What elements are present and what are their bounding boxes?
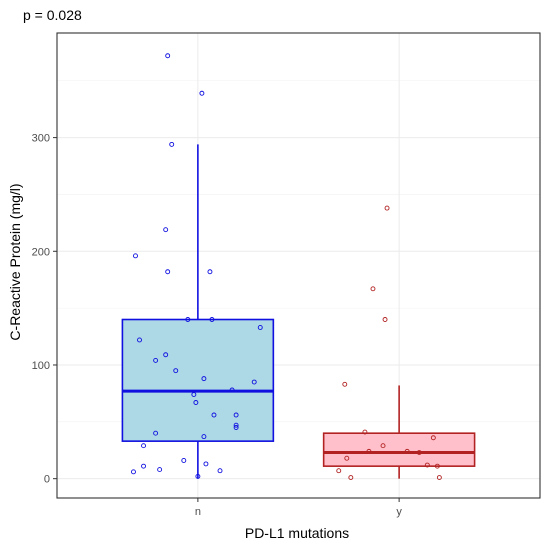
data-point [191, 392, 197, 397]
y-axis-title: C-Reactive Protein (mg/l) [7, 183, 23, 340]
data-point [366, 448, 372, 454]
data-point [430, 435, 436, 441]
data-point [384, 205, 390, 211]
data-point [165, 269, 171, 275]
data-point [424, 462, 430, 468]
data-point [344, 455, 350, 461]
y-tick-label: 100 [32, 360, 50, 372]
panel-border [56, 32, 541, 499]
x-tick-label: n [195, 506, 201, 518]
data-point [217, 468, 223, 474]
data-point [348, 475, 354, 480]
data-point [336, 468, 342, 474]
data-point [193, 400, 199, 405]
data-point [141, 443, 146, 449]
data-point [163, 352, 169, 358]
data-point [434, 463, 440, 469]
x-tick-label: y [396, 506, 402, 518]
data-point [133, 253, 138, 259]
data-point [169, 141, 175, 147]
data-point [185, 317, 191, 322]
box-group-y [322, 385, 476, 479]
data-point [404, 448, 410, 454]
data-point [201, 376, 207, 382]
data-point [436, 475, 442, 480]
data-point [251, 379, 257, 385]
data-point [380, 443, 386, 449]
data-point [181, 458, 187, 463]
data-point [342, 381, 348, 387]
data-point [137, 337, 142, 343]
y-tick-label: 200 [32, 246, 50, 258]
data-point [229, 387, 235, 393]
data-point [211, 412, 217, 418]
plot-panel: 0 100 200 300 n y [32, 32, 541, 518]
data-point [416, 450, 422, 455]
chart-subtitle: p = 0.028 [23, 7, 82, 23]
data-point [153, 430, 159, 436]
data-point [233, 412, 239, 418]
x-axis-title: PD-L1 mutations [245, 525, 349, 541]
box-group-n [121, 144, 275, 479]
data-point [157, 467, 163, 473]
data-point [382, 317, 388, 322]
data-point [163, 227, 169, 233]
y-tick-label: 0 [44, 474, 50, 486]
data-point [203, 461, 209, 467]
data-point [195, 473, 201, 479]
box [121, 318, 275, 442]
data-point [141, 463, 146, 469]
y-tick-label: 300 [32, 133, 50, 145]
data-point [257, 325, 263, 330]
data-point [165, 53, 171, 59]
data-point [233, 425, 239, 430]
box [322, 432, 476, 467]
data-point [233, 422, 239, 428]
data-point [153, 357, 159, 363]
data-point [207, 269, 213, 275]
data-point [131, 469, 136, 475]
data-point [199, 90, 205, 96]
data-point [209, 317, 215, 322]
data-point [362, 429, 368, 435]
data-point [370, 286, 376, 292]
data-point [201, 434, 207, 440]
data-point [173, 368, 179, 374]
